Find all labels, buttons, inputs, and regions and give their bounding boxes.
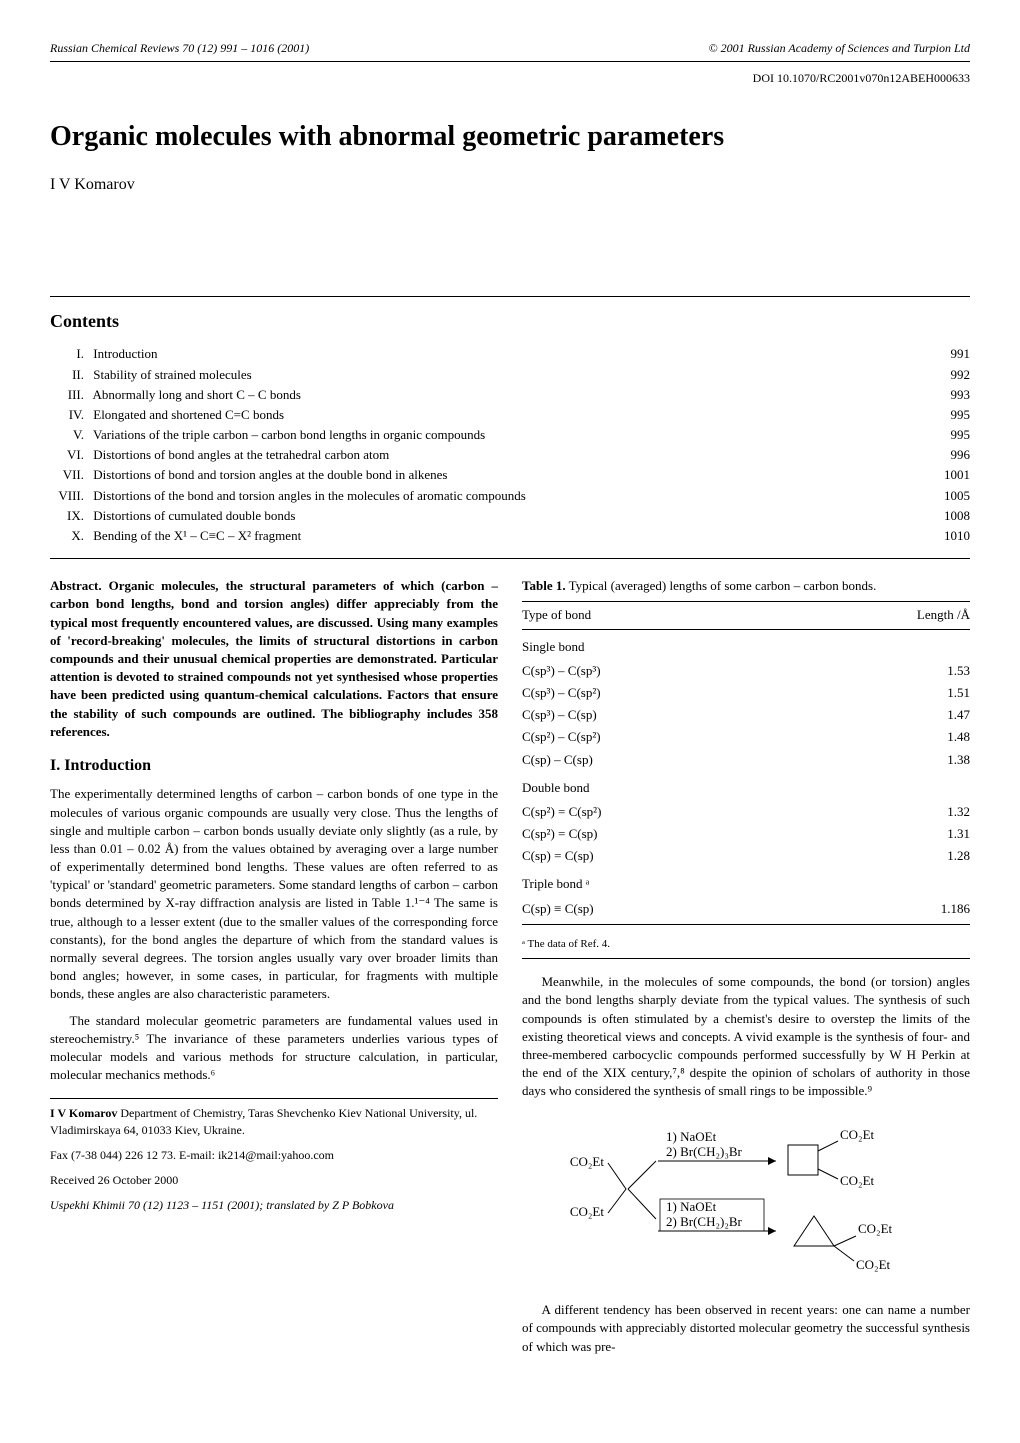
- contents-item-page: 991: [951, 345, 971, 363]
- table1-caption-bold: Table 1.: [522, 578, 566, 593]
- table1-length: 1.48: [791, 726, 971, 748]
- contents-item: I. Introduction 991: [50, 344, 970, 364]
- scheme-left-top: CO₂Et: [570, 1154, 605, 1169]
- contents-item-page: 995: [951, 426, 971, 444]
- table1-bond: C(sp) ≡ C(sp): [522, 898, 791, 925]
- table1-bond: C(sp²) = C(sp²): [522, 801, 791, 823]
- contents-list: I. Introduction 991 II. Stability of strai…: [50, 344, 970, 546]
- table1-bond: C(sp³) – C(sp²): [522, 682, 791, 704]
- scheme-cond2a: 1) NaOEt: [666, 1199, 717, 1214]
- left-column: Abstract. Organic molecules, the structu…: [50, 577, 498, 1363]
- scheme-left-bottom: CO₂Et: [570, 1204, 605, 1219]
- contents-item-label: III. Abnormally long and short C – C bon…: [50, 386, 301, 404]
- contents-item-label: VII. Distortions of bond and torsion ang…: [50, 466, 447, 484]
- table1-length: 1.32: [791, 801, 971, 823]
- scheme-prod1b: CO₂Et: [840, 1173, 875, 1188]
- right-para-1: Meanwhile, in the molecules of some comp…: [522, 973, 970, 1100]
- contents-item-page: 1005: [944, 487, 970, 505]
- contents-item-page: 996: [951, 446, 971, 464]
- contents-item-page: 1010: [944, 527, 970, 545]
- contents-item-label: IX. Distortions of cumulated double bond…: [50, 507, 295, 525]
- contents-item: II. Stability of strained molecules 992: [50, 365, 970, 385]
- table1-length: 1.53: [791, 660, 971, 682]
- scheme-cond2b: 2) Br(CH₂)₂Br: [666, 1214, 743, 1229]
- scheme-prod2a: CO₂Et: [858, 1221, 893, 1236]
- scheme-cond1a: 1) NaOEt: [666, 1129, 717, 1144]
- contents-item-label: V. Variations of the triple carbon – car…: [50, 426, 485, 444]
- contents-item-page: 1008: [944, 507, 970, 525]
- contents-item: V. Variations of the triple carbon – car…: [50, 425, 970, 445]
- journal-name: Russian Chemical Reviews 70 (12) 991 – 1…: [50, 40, 309, 57]
- contents-item-label: I. Introduction: [50, 345, 158, 363]
- article-author: I V Komarov: [50, 174, 970, 196]
- table1-col1: Type of bond: [522, 602, 791, 629]
- contents-item: VIII. Distortions of the bond and torsio…: [50, 486, 970, 506]
- received-date: Received 26 October 2000: [50, 1172, 498, 1189]
- contents-item-page: 1001: [944, 466, 970, 484]
- table1-bond: C(sp) = C(sp): [522, 845, 791, 867]
- abstract-text: Abstract. Organic molecules, the structu…: [50, 578, 498, 739]
- table1-col2: Length /Å: [791, 602, 971, 629]
- doi: DOI 10.1070/RC2001v070n12ABEH000633: [50, 70, 970, 87]
- contents-item: X. Bending of the X¹ – C≡C – X² fragment…: [50, 526, 970, 546]
- contents-item-label: VIII. Distortions of the bond and torsio…: [50, 487, 526, 505]
- contents-item-page: 992: [951, 366, 971, 384]
- rule-bottom: [50, 558, 970, 559]
- table1-length: 1.38: [791, 749, 971, 771]
- affiliation-line: I V Komarov Department of Chemistry, Tar…: [50, 1105, 498, 1139]
- affiliation-block: I V Komarov Department of Chemistry, Tar…: [50, 1098, 498, 1213]
- table1-footnote: ᵃ The data of Ref. 4.: [522, 937, 970, 959]
- table1-bond: C(sp²) = C(sp): [522, 823, 791, 845]
- table1-length: 1.28: [791, 845, 971, 867]
- abstract: Abstract. Organic molecules, the structu…: [50, 577, 498, 741]
- table1-length: 1.47: [791, 704, 971, 726]
- right-column: Table 1. Typical (averaged) lengths of s…: [522, 577, 970, 1363]
- contents-item-page: 995: [951, 406, 971, 424]
- table1-section-heading: Triple bond ᵃ: [522, 867, 970, 897]
- contents-item-label: IV. Elongated and shortened C=C bonds: [50, 406, 284, 424]
- intro-para-1: The experimentally determined lengths of…: [50, 785, 498, 1003]
- header-bar: Russian Chemical Reviews 70 (12) 991 – 1…: [50, 40, 970, 62]
- table1-caption-rest: Typical (averaged) lengths of some carbo…: [566, 578, 877, 593]
- uspekhi-text: Uspekhi Khimii 70 (12) 1123 – 1151 (2001…: [50, 1198, 394, 1212]
- scheme-prod1a: CO₂Et: [840, 1127, 875, 1142]
- table1-section-heading: Double bond: [522, 771, 970, 801]
- table1-bond: C(sp²) – C(sp²): [522, 726, 791, 748]
- copyright: © 2001 Russian Academy of Sciences and T…: [708, 40, 970, 57]
- contents-item-label: II. Stability of strained molecules: [50, 366, 252, 384]
- contents-item-label: X. Bending of the X¹ – C≡C – X² fragment: [50, 527, 301, 545]
- affiliation-fax: Fax (7-38 044) 226 12 73. E-mail: ik214@…: [50, 1147, 498, 1164]
- contents-item: IV. Elongated and shortened C=C bonds 995: [50, 405, 970, 425]
- table1-section-heading: Single bond: [522, 629, 970, 660]
- affiliation-name: I V Komarov: [50, 1106, 117, 1120]
- contents-item-page: 993: [951, 386, 971, 404]
- two-column-body: Abstract. Organic molecules, the structu…: [50, 577, 970, 1363]
- scheme-cond1b: 2) Br(CH₂)₃Br: [666, 1144, 743, 1159]
- uspekhi-line: Uspekhi Khimii 70 (12) 1123 – 1151 (2001…: [50, 1197, 498, 1214]
- contents-item-label: VI. Distortions of bond angles at the te…: [50, 446, 389, 464]
- table1-length: 1.31: [791, 823, 971, 845]
- table1-bond: C(sp) – C(sp): [522, 749, 791, 771]
- contents-heading: Contents: [50, 309, 970, 334]
- table1-length: 1.51: [791, 682, 971, 704]
- table1: Type of bond Length /Å Single bondC(sp³)…: [522, 601, 970, 924]
- contents-item: VI. Distortions of bond angles at the te…: [50, 445, 970, 465]
- contents-item: VII. Distortions of bond and torsion ang…: [50, 465, 970, 485]
- article-title: Organic molecules with abnormal geometri…: [50, 117, 970, 156]
- section-intro-heading: I. Introduction: [50, 755, 498, 777]
- right-para-2: A different tendency has been observed i…: [522, 1301, 970, 1356]
- reaction-scheme: CO₂Et CO₂Et 1) NaOEt 2) Br(CH₂)₃Br CO₂Et…: [522, 1111, 970, 1288]
- contents-item: III. Abnormally long and short C – C bon…: [50, 385, 970, 405]
- rule-top: [50, 296, 970, 297]
- table1-bond: C(sp³) – C(sp): [522, 704, 791, 726]
- contents-item: IX. Distortions of cumulated double bond…: [50, 506, 970, 526]
- table1-bond: C(sp³) – C(sp³): [522, 660, 791, 682]
- scheme-prod2b: CO₂Et: [856, 1257, 891, 1272]
- table1-caption: Table 1. Typical (averaged) lengths of s…: [522, 577, 970, 595]
- intro-para-2: The standard molecular geometric paramet…: [50, 1012, 498, 1085]
- table1-length: 1.186: [791, 898, 971, 925]
